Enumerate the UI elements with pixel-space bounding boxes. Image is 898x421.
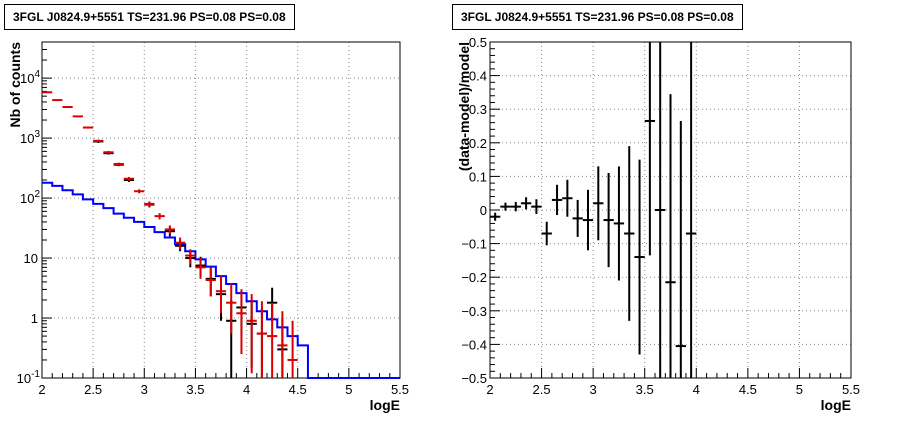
y-tick-label: −0.4 (461, 337, 487, 352)
y-tick-label: 0.5 (469, 35, 487, 50)
y-tick-label: 0.3 (469, 102, 487, 117)
y-tick-label: −0.1 (461, 237, 487, 252)
y-axis-title: Nb of counts (7, 42, 23, 128)
x-tick-label: 5.5 (391, 382, 409, 397)
x-tick-label: 3 (590, 382, 597, 397)
y-tick-label: 0 (480, 203, 487, 218)
y-tick-label: −0.5 (461, 371, 487, 386)
x-tick-label: 2 (38, 382, 45, 397)
y-tick-label: 10-1 (17, 369, 41, 386)
y-axis-title: (data-model)/model (456, 42, 472, 171)
x-tick-label: 4 (243, 382, 250, 397)
x-tick-label: 5.5 (842, 382, 860, 397)
plot-frame (41, 41, 401, 379)
right-residual-plot: 2 2.5 3 3.5 4 4.5 5 5.5 −0.5 −0.4 −0.3 −0.2 −0.1 0 0.1… (456, 35, 860, 413)
x-tick-label: 5 (796, 382, 803, 397)
y-tick-label: 1 (31, 311, 38, 326)
y-tick-label: 104 (20, 69, 40, 86)
left-histogram-plot: 2 2.5 3 3.5 4 4.5 5 5.5 10-1 1 10 102 103 104 logE Nb o… (7, 41, 409, 413)
x-tick-label: 3.5 (186, 382, 204, 397)
right-chart-title: 3FGL J0824.9+5551 TS=231.96 PS=0.08 PS=0… (452, 4, 743, 30)
x-tick-label: 2.5 (84, 382, 102, 397)
x-tick-label: 3 (141, 382, 148, 397)
x-tick-label: 4.5 (289, 382, 307, 397)
y-tick-label: −0.3 (461, 304, 487, 319)
x-axis-title: logE (821, 397, 851, 413)
left-chart-title: 3FGL J0824.9+5551 TS=231.96 PS=0.08 PS=0… (4, 4, 295, 30)
y-tick-label: −0.2 (461, 270, 487, 285)
x-tick-label: 4.5 (739, 382, 757, 397)
x-tick-label: 5 (345, 382, 352, 397)
y-tick-label: 10 (24, 251, 38, 266)
x-tick-label: 3.5 (636, 382, 654, 397)
x-tick-label: 2.5 (533, 382, 551, 397)
y-tick-label: 0.2 (469, 136, 487, 151)
y-tick-label: 0.4 (469, 69, 487, 84)
y-tick-label: 0.1 (469, 169, 487, 184)
y-tick-label: 102 (20, 189, 40, 206)
y-tick-label: 103 (20, 129, 40, 146)
x-tick-label: 4 (693, 382, 700, 397)
x-axis-title: logE (370, 397, 400, 413)
x-tick-label: 2 (486, 382, 493, 397)
